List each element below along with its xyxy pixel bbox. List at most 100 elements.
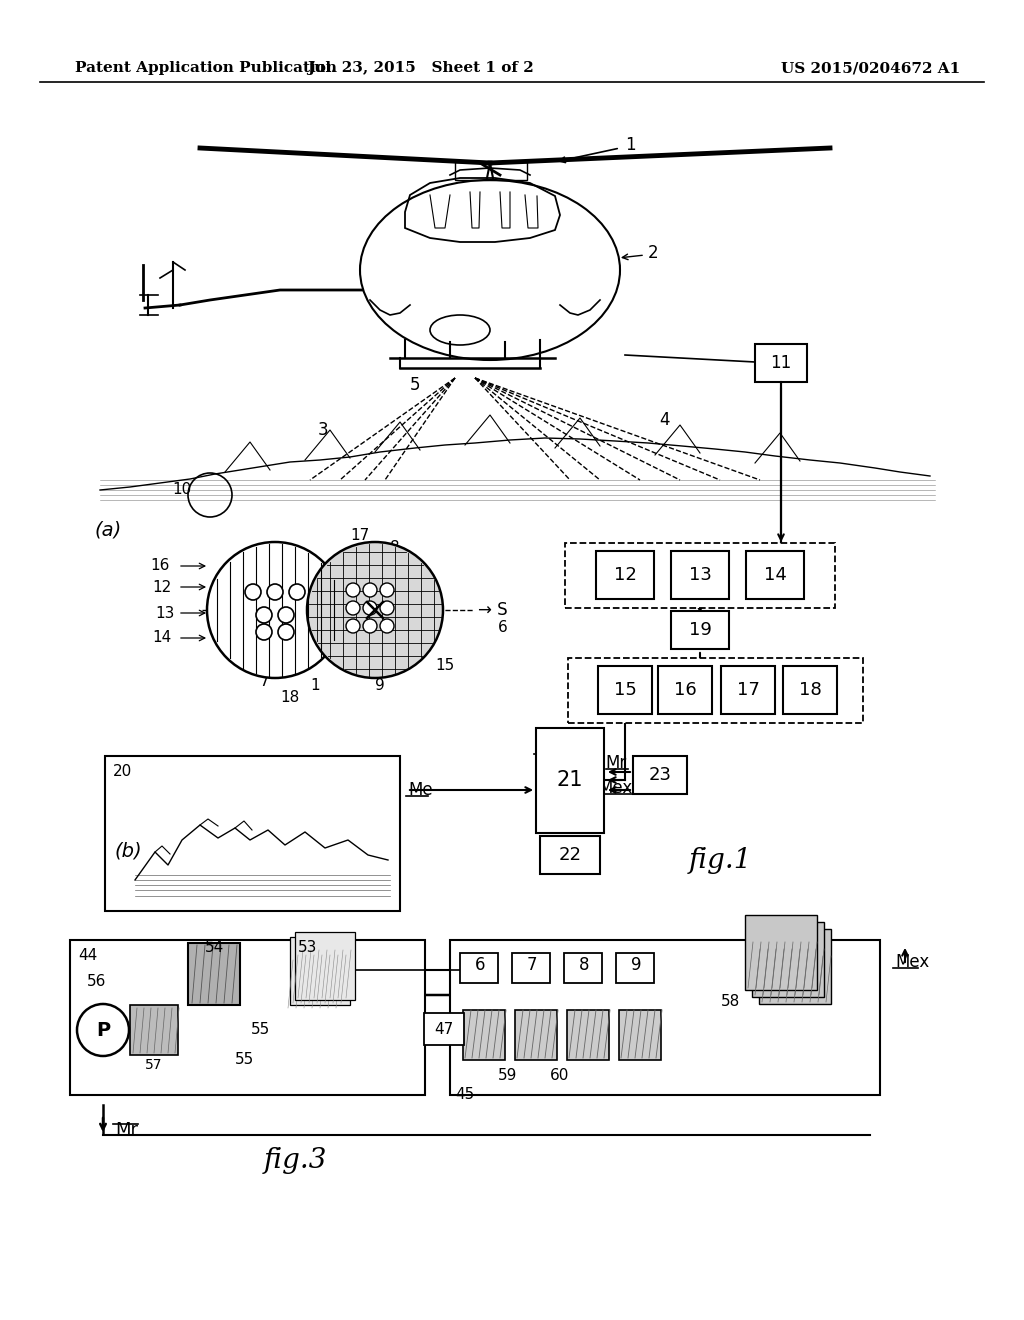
Text: 7: 7	[260, 675, 269, 689]
Circle shape	[289, 583, 305, 601]
Text: 17: 17	[350, 528, 370, 544]
Text: 13: 13	[156, 606, 175, 620]
Text: 18: 18	[281, 690, 300, 705]
Circle shape	[362, 583, 377, 597]
Circle shape	[380, 601, 394, 615]
Text: 59: 59	[499, 1068, 518, 1082]
Circle shape	[256, 624, 272, 640]
Text: 8: 8	[579, 956, 589, 974]
Text: Mex: Mex	[895, 953, 929, 972]
Text: 21: 21	[557, 770, 584, 789]
Text: 23: 23	[648, 766, 672, 784]
Circle shape	[362, 601, 377, 615]
Circle shape	[346, 619, 360, 634]
Bar	[290, 937, 350, 1005]
Circle shape	[207, 543, 343, 678]
Text: 2: 2	[648, 244, 658, 261]
Bar	[450, 940, 880, 1096]
Text: (b): (b)	[115, 842, 142, 861]
Bar	[564, 953, 602, 983]
Text: 11: 11	[770, 354, 792, 372]
Text: 14: 14	[764, 566, 786, 583]
Text: 60: 60	[550, 1068, 569, 1082]
Circle shape	[267, 583, 283, 601]
Bar	[280, 946, 340, 1015]
Circle shape	[346, 601, 360, 615]
Text: 6: 6	[498, 620, 508, 635]
Text: Mex: Mex	[599, 779, 633, 797]
Text: 44: 44	[78, 948, 97, 964]
Text: 57: 57	[145, 1059, 163, 1072]
Bar	[746, 550, 804, 599]
Text: P: P	[96, 1020, 110, 1040]
Text: Mc: Mc	[534, 739, 557, 756]
Text: 47: 47	[434, 1022, 454, 1036]
Bar	[536, 727, 604, 833]
Bar	[598, 667, 652, 714]
Text: fig.3: fig.3	[263, 1147, 327, 1173]
Text: Mr: Mr	[605, 754, 627, 772]
Bar	[270, 957, 330, 1026]
Circle shape	[307, 543, 443, 678]
Text: 10: 10	[173, 483, 193, 498]
Circle shape	[278, 607, 294, 623]
Bar	[671, 611, 729, 649]
Bar	[512, 953, 550, 983]
Bar	[105, 756, 400, 911]
Bar	[759, 929, 831, 1005]
Text: Mr: Mr	[115, 1121, 138, 1139]
Text: 9: 9	[631, 956, 641, 974]
Bar	[565, 543, 835, 607]
Text: US 2015/0204672 A1: US 2015/0204672 A1	[780, 61, 961, 75]
Text: 9: 9	[375, 677, 385, 693]
Text: 17: 17	[736, 681, 760, 700]
Text: Me: Me	[408, 781, 432, 799]
Circle shape	[256, 607, 272, 623]
Text: (a): (a)	[95, 520, 122, 540]
Text: 7: 7	[526, 956, 538, 974]
Text: 53: 53	[298, 940, 317, 956]
Bar	[752, 921, 824, 997]
Bar	[633, 756, 687, 795]
Text: 54: 54	[205, 940, 223, 956]
Circle shape	[362, 619, 377, 634]
Text: 13: 13	[688, 566, 712, 583]
Bar	[596, 550, 654, 599]
Circle shape	[77, 1005, 129, 1056]
Bar	[783, 667, 837, 714]
Text: 8: 8	[390, 540, 399, 556]
Text: 55: 55	[251, 1023, 269, 1038]
Text: 3: 3	[317, 421, 329, 440]
Text: 15: 15	[613, 681, 637, 700]
Text: 55: 55	[236, 1052, 255, 1068]
Bar	[515, 1010, 557, 1060]
Text: 5: 5	[410, 376, 420, 393]
Bar	[745, 915, 817, 990]
Bar	[540, 836, 600, 874]
Bar	[424, 1012, 464, 1045]
Bar	[618, 1010, 662, 1060]
Bar	[70, 940, 425, 1096]
Bar	[275, 952, 335, 1020]
Text: 6: 6	[475, 956, 485, 974]
Text: 58: 58	[721, 994, 740, 1010]
Bar	[295, 932, 355, 1001]
Circle shape	[346, 583, 360, 597]
Text: 1: 1	[625, 136, 636, 154]
Circle shape	[380, 619, 394, 634]
Text: 20: 20	[113, 764, 132, 779]
Bar	[658, 667, 712, 714]
Text: 18: 18	[799, 681, 821, 700]
Bar	[455, 162, 527, 180]
Text: Patent Application Publication: Patent Application Publication	[75, 61, 337, 75]
Circle shape	[278, 624, 294, 640]
Bar	[721, 667, 775, 714]
Text: Jul. 23, 2015   Sheet 1 of 2: Jul. 23, 2015 Sheet 1 of 2	[306, 61, 534, 75]
Bar	[567, 657, 862, 722]
Bar	[567, 1010, 609, 1060]
Text: 15: 15	[435, 657, 455, 672]
Text: 14: 14	[153, 631, 172, 645]
Circle shape	[245, 583, 261, 601]
Text: 12: 12	[153, 579, 172, 594]
Text: 19: 19	[688, 620, 712, 639]
